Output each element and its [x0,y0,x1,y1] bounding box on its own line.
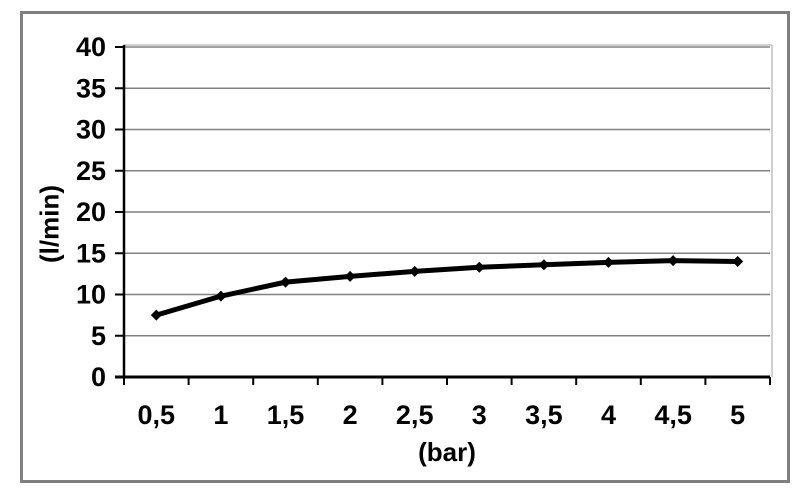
x-tick-label: 3 [472,400,487,430]
plot-area-border [124,44,773,377]
data-point-marker [732,256,744,267]
data-point-marker [280,276,291,288]
y-tick-label: 25 [76,156,106,186]
data-point-marker [667,255,679,267]
y-tick-labels: 0 5 10 15 20 25 30 35 40 [76,32,106,392]
y-tick-label: 0 [91,362,106,392]
y-tick-label: 5 [91,321,106,351]
chart-frame [20,11,790,483]
x-tick-label: 3,5 [525,400,563,430]
y-tick-label: 30 [76,115,106,145]
data-point-marker [150,309,162,321]
y-axis-title: (l/min) [34,185,65,263]
y-tick-label: 40 [76,32,106,62]
x-tick-label: 4,5 [654,400,692,430]
data-point-markers [150,255,744,321]
x-tick-label: 2 [343,400,358,430]
y-axis [115,45,126,378]
x-tick-label: 1,5 [267,400,305,430]
series-line [153,258,741,318]
data-point-marker [215,290,227,302]
data-point-marker [409,265,421,277]
y-tick-label: 35 [76,73,106,103]
x-tick-label: 4 [601,400,616,430]
x-tick-label: 1 [213,400,228,430]
data-point-marker [344,270,356,282]
x-axis-title: (bar) [418,437,476,467]
x-tick-label: 5 [730,400,745,430]
y-tick-label: 20 [76,197,106,227]
x-tick-label: 0,5 [138,400,176,430]
x-tick-label: 2,5 [396,400,434,430]
y-tick-label: 15 [76,238,106,268]
x-tick-labels: 0,5 1 1,5 2 2,5 3 3,5 4 4,5 5 [138,400,746,430]
data-point-marker [473,261,485,273]
data-point-marker [603,256,614,268]
y-tick-label: 10 [76,280,106,310]
x-axis [115,375,771,385]
data-point-marker [538,259,550,271]
